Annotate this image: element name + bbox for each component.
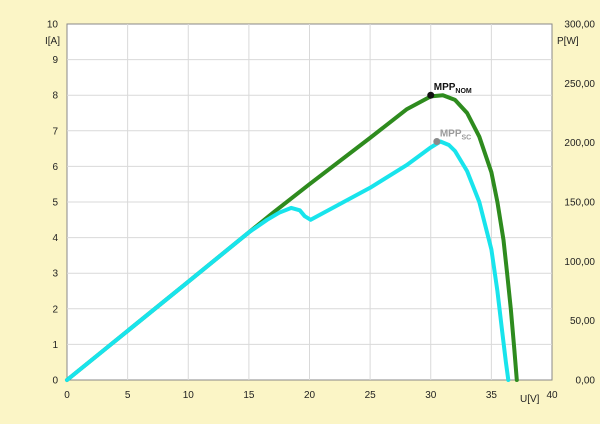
- x-tick-label: 35: [486, 390, 498, 401]
- x-tick-label: 30: [425, 390, 437, 401]
- y-left-tick-label: 0: [52, 376, 58, 387]
- y-left-tick-label: 2: [52, 304, 58, 315]
- mpp-sc-label-main: MPP: [440, 128, 462, 139]
- y-left-tick-label: 5: [52, 198, 58, 209]
- mpp-nom-marker: [427, 91, 435, 99]
- x-axis-ticks: 0 5 10 15 20 25 30 35 40: [64, 390, 558, 401]
- y-right-tick-label: 200,00: [564, 138, 595, 149]
- y-left-tick-label: 3: [52, 269, 58, 280]
- y-right-axis-label: P[W]: [557, 36, 579, 47]
- y-left-axis-ticks: 0 1 2 3 4 5 6 7 8 9 10: [47, 20, 59, 387]
- mpp-nom-label: MPPNOM: [434, 82, 472, 95]
- y-right-tick-label: 100,00: [564, 257, 595, 268]
- mpp-sc-marker: [433, 137, 441, 145]
- y-right-tick-label: 300,00: [564, 20, 595, 31]
- x-tick-label: 0: [64, 390, 70, 401]
- x-tick-label: 5: [125, 390, 131, 401]
- mpp-sc-label-sub: SC: [461, 134, 471, 141]
- mpp-nom-label-main: MPP: [434, 82, 456, 93]
- y-left-tick-label: 4: [52, 233, 58, 244]
- mpp-nom-label-sub: NOM: [455, 88, 472, 95]
- y-left-tick-label: 8: [52, 91, 58, 102]
- y-right-tick-label: 150,00: [564, 198, 595, 209]
- y-left-tick-label: 6: [52, 162, 58, 173]
- y-right-tick-label: 250,00: [564, 79, 595, 90]
- y-right-axis-ticks: 0,00 50,00 100,00 150,00 200,00 250,00 300,00: [564, 20, 595, 387]
- y-left-axis-label: I[A]: [45, 36, 60, 47]
- y-left-tick-label: 1: [52, 340, 58, 351]
- series-line-shaded: [65, 139, 511, 382]
- mpp-sc-label: MPPSC: [440, 128, 471, 141]
- x-tick-label: 10: [183, 390, 195, 401]
- y-left-tick-label: 7: [52, 126, 58, 137]
- x-tick-label: 15: [243, 390, 255, 401]
- x-tick-label: 25: [365, 390, 377, 401]
- y-left-tick-label: 9: [52, 55, 58, 66]
- y-right-tick-label: 50,00: [570, 316, 595, 327]
- grid: [67, 24, 552, 380]
- x-tick-label: 40: [546, 390, 558, 401]
- y-right-tick-label: 0,00: [576, 376, 596, 387]
- x-axis-label: U[V]: [520, 394, 540, 405]
- x-tick-label: 20: [304, 390, 316, 401]
- series-group: [65, 93, 519, 382]
- y-left-tick-label: 10: [47, 20, 59, 31]
